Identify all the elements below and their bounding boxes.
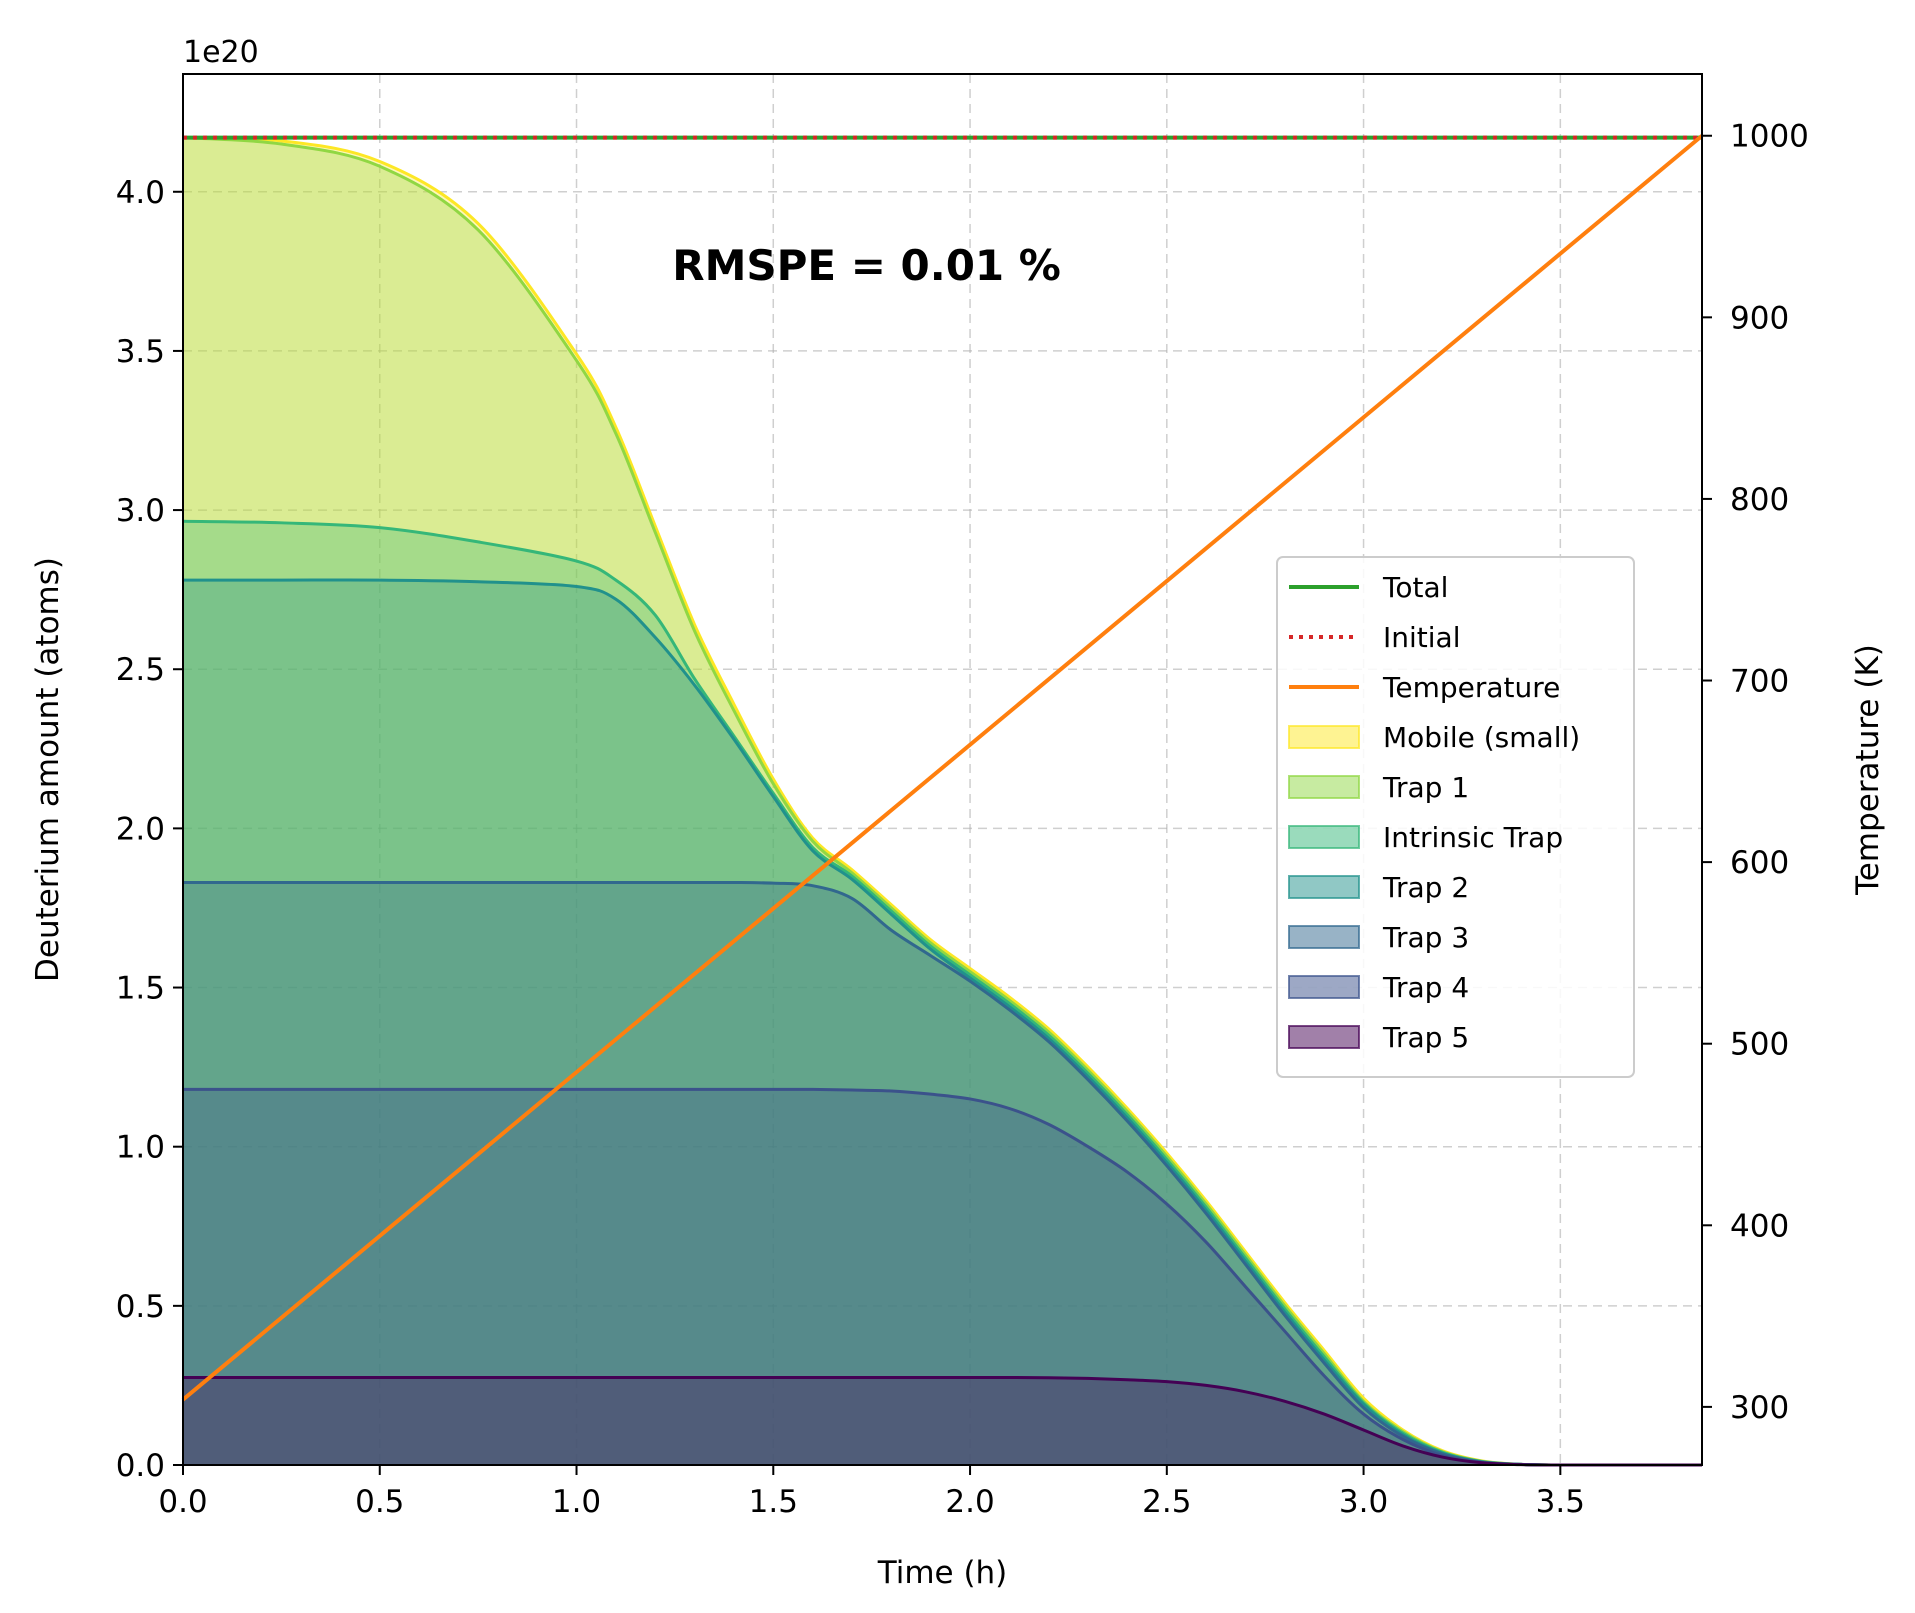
y2-tick-label: 600 [1730,845,1789,881]
legend-label: Trap 5 [1382,1021,1469,1054]
y-tick-label: 2.5 [116,652,165,688]
y-tick-label: 3.0 [116,493,165,529]
y-tick-label: 0.0 [116,1448,165,1484]
legend-swatch [1288,875,1360,899]
x-axis-label: Time (h) [877,1555,1008,1591]
x-tick-label: 0.0 [158,1484,207,1520]
axes: 0.0 0.5 1.0 1.5 2.0 2.5 3.0 3.5 0.0 0.5 1.0 1.5 2.0 2… [116,119,1809,1520]
stacked-areas [182,136,1702,1467]
y2-tick-label: 1000 [1730,119,1809,155]
plot-frame [182,73,1703,1466]
y-axis-label: Deuterium amount (atoms) [30,557,66,982]
legend-swatch [1288,775,1360,799]
legend-swatch [1288,1025,1360,1049]
legend-swatch [1288,975,1360,999]
legend: Total Initial Temperature Mobile (small) Tra… [1276,556,1635,1078]
trap-2-area [183,579,1702,1466]
legend-label: Trap 3 [1382,921,1469,954]
y-tick-label: 1.0 [116,1130,165,1166]
y-tick-label: 1.5 [116,971,165,1007]
legend-swatch [1288,925,1360,949]
y-offset-label: 1e20 [183,35,259,70]
trap-4-area [183,1089,1702,1466]
x-tick-label: 3.5 [1536,1484,1585,1520]
legend-label: Temperature [1382,671,1560,704]
legend-swatch [1288,825,1360,849]
x-tick-label: 2.0 [945,1484,994,1520]
y2-tick-label: 800 [1730,482,1789,518]
mobile-small-area [183,137,1702,1466]
temperature-line [181,134,1704,1402]
legend-swatch [1288,725,1360,749]
trap-1-area [183,137,1702,1466]
y2-tick-label: 900 [1730,300,1789,336]
x-tick-label: 0.5 [355,1484,404,1520]
y2-axis-label: Temperature (K) [1850,644,1886,896]
legend-box [1276,556,1635,1078]
legend-label: Mobile (small) [1383,721,1580,754]
y-tick-label: 4.0 [116,175,165,211]
legend-label: Trap 4 [1382,971,1469,1004]
x-tick-label: 1.0 [552,1484,601,1520]
y2-tick-label: 700 [1730,664,1789,700]
trap-5-area [183,1377,1702,1466]
rmspe-annotation: RMSPE = 0.01 % [672,241,1061,290]
legend-label: Intrinsic Trap [1383,821,1563,854]
legend-label: Trap 2 [1382,871,1469,904]
y2-tick-label: 400 [1730,1208,1789,1244]
data-lines [181,134,1704,1402]
legend-label: Initial [1383,621,1460,654]
x-tick-label: 3.0 [1339,1484,1388,1520]
y2-tick-label: 300 [1730,1390,1789,1426]
trap-5-edge [182,1375,1702,1467]
y-tick-label: 0.5 [116,1289,165,1325]
trap-3-area [183,882,1702,1466]
y-tick-label: 2.0 [116,811,165,847]
x-tick-label: 1.5 [749,1484,798,1520]
legend-label: Total [1382,571,1448,604]
legend-label: Trap 1 [1382,771,1469,804]
intrinsic-trap-area [183,521,1702,1466]
y-tick-label: 3.5 [116,334,165,370]
y2-tick-label: 500 [1730,1027,1789,1063]
x-tick-label: 2.5 [1142,1484,1191,1520]
